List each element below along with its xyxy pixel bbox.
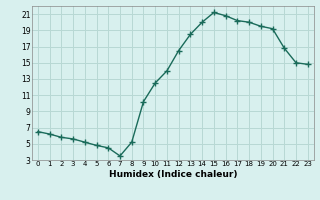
X-axis label: Humidex (Indice chaleur): Humidex (Indice chaleur) — [108, 170, 237, 179]
